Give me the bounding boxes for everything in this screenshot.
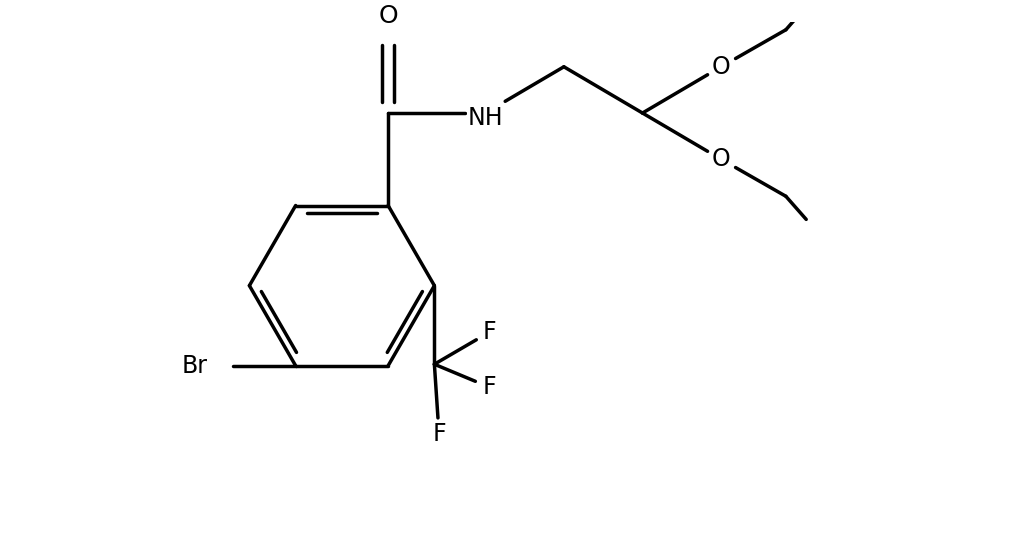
Text: Br: Br bbox=[182, 354, 208, 378]
Text: F: F bbox=[432, 422, 446, 445]
Text: O: O bbox=[379, 4, 398, 28]
Text: F: F bbox=[483, 375, 497, 399]
Text: F: F bbox=[483, 320, 497, 344]
Text: NH: NH bbox=[468, 105, 503, 130]
Text: O: O bbox=[712, 147, 731, 171]
Text: O: O bbox=[712, 55, 731, 79]
